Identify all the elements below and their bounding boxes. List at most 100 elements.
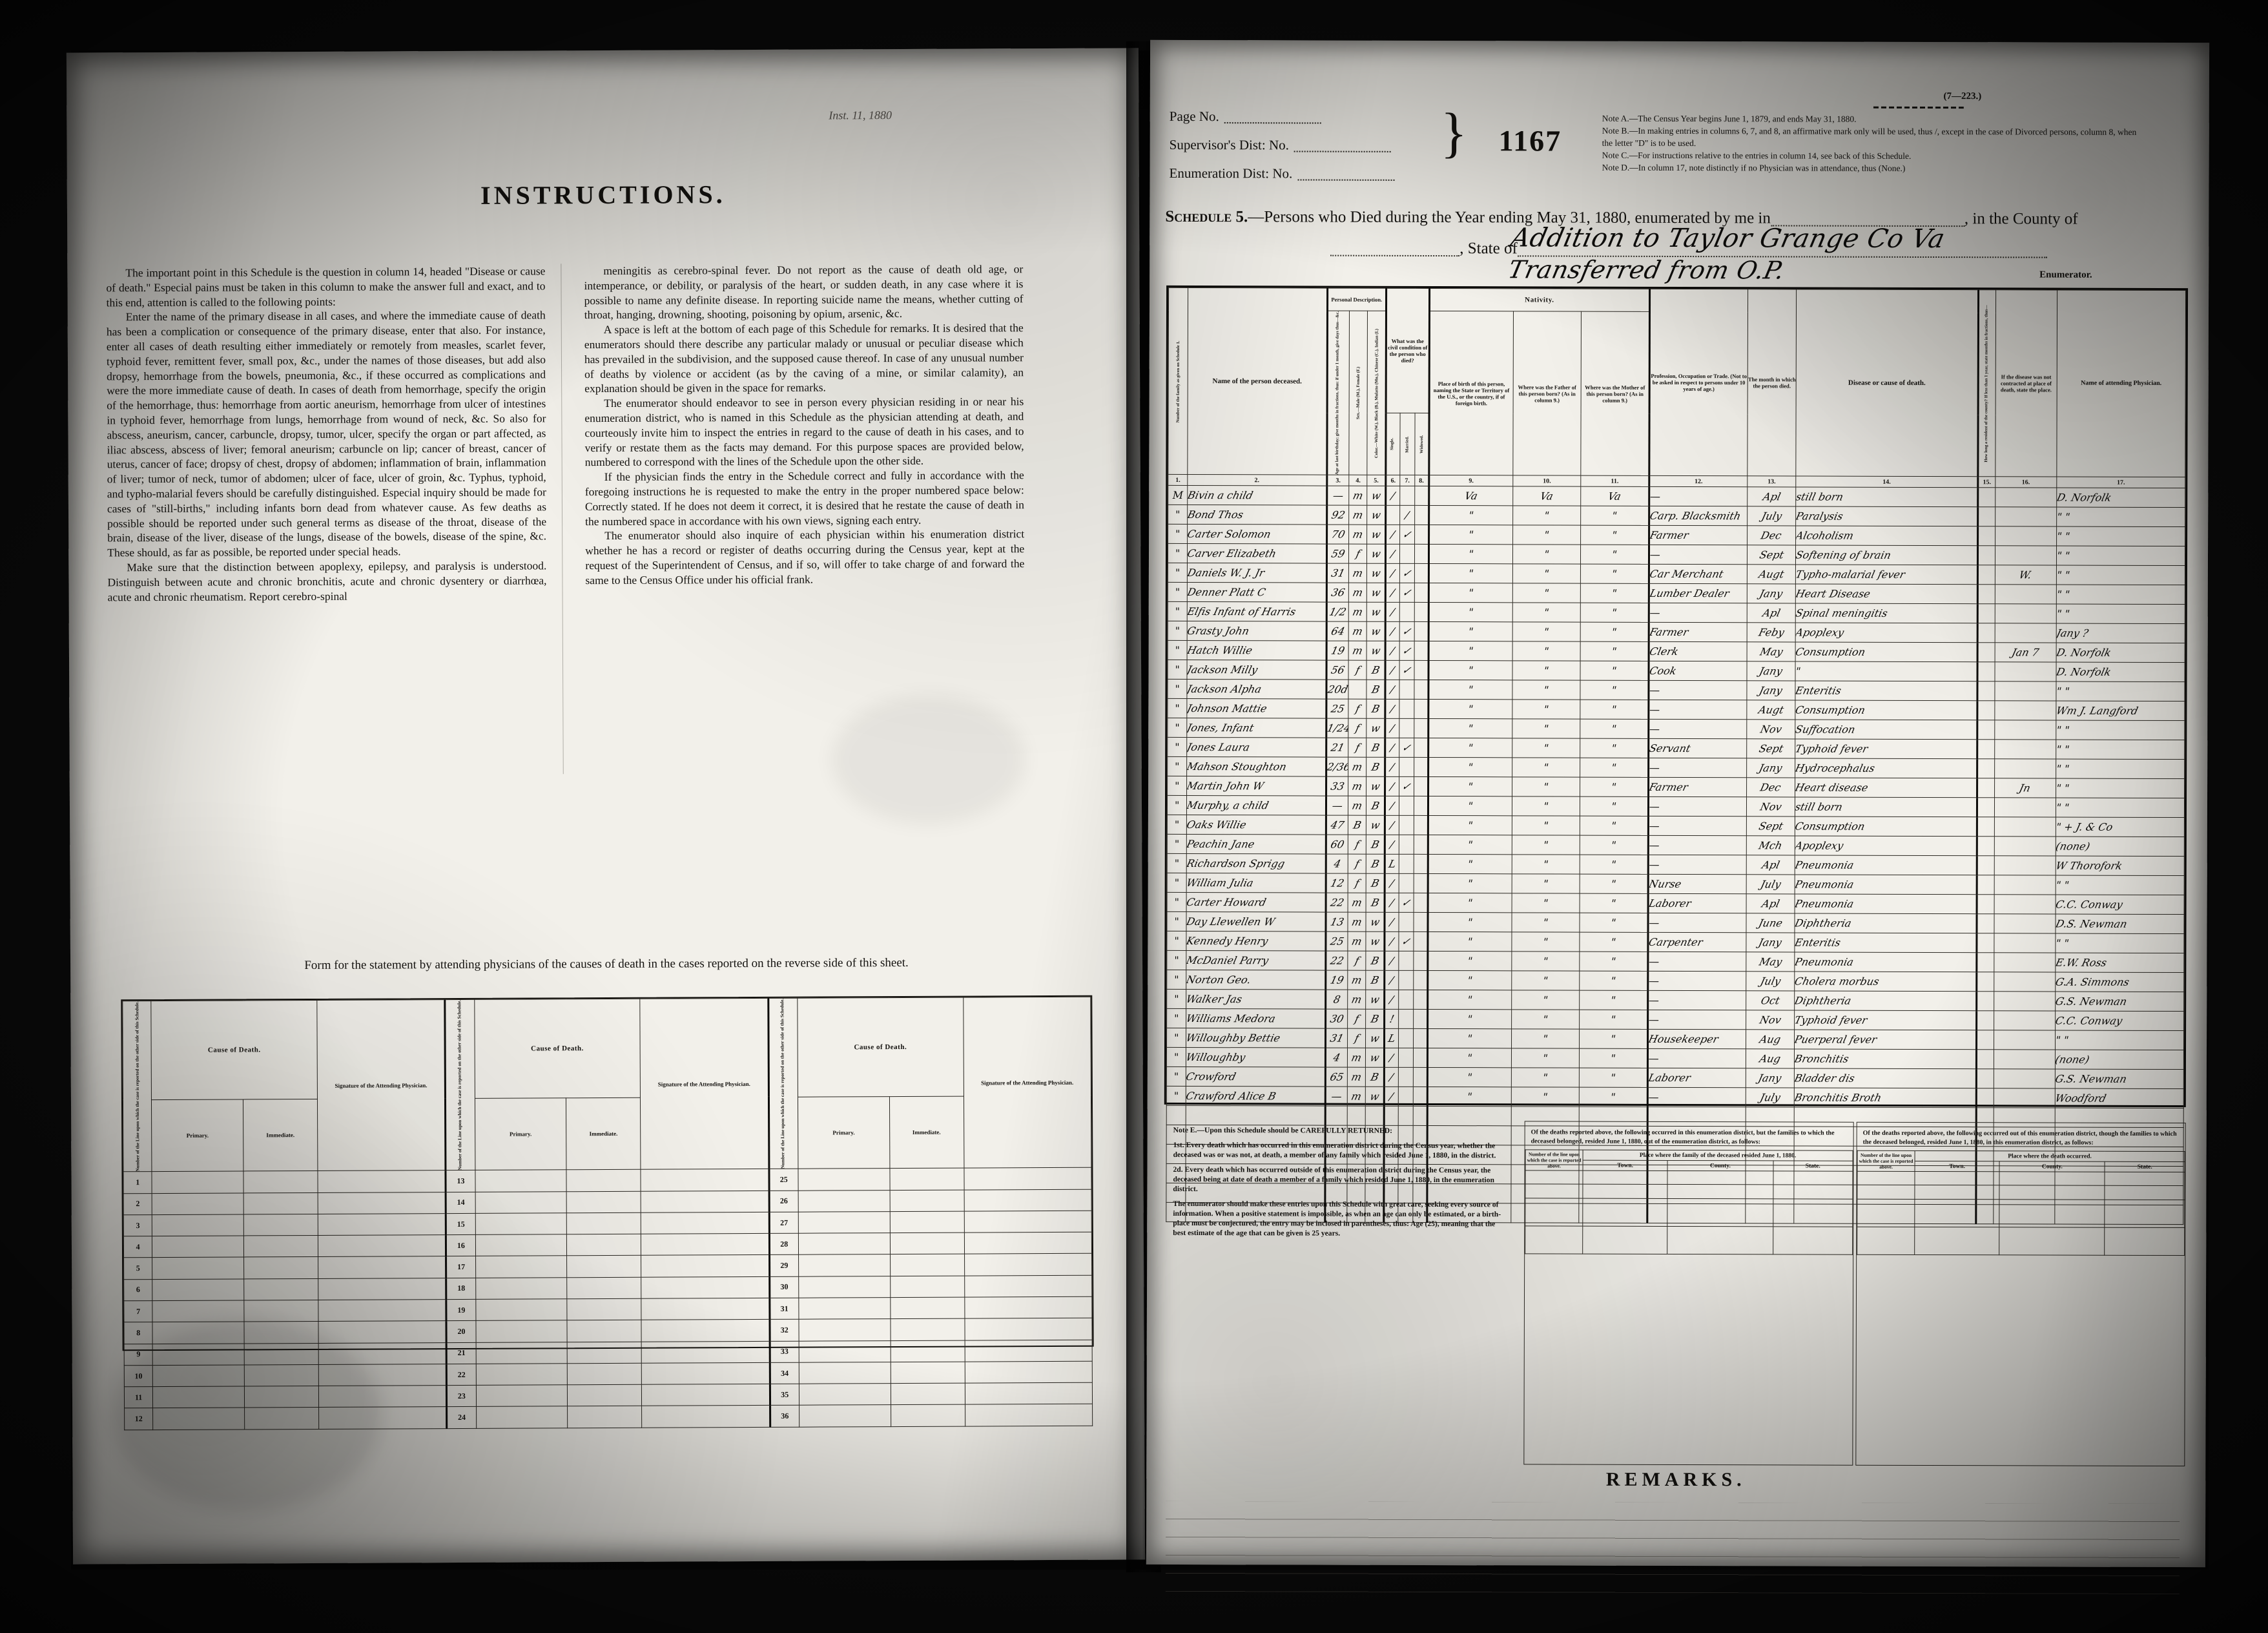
cell-married[interactable] [1398,1087,1413,1107]
physician-form-primary-cell[interactable] [798,1340,891,1363]
physician-form-immediate-cell[interactable] [567,1406,642,1428]
cell-place[interactable] [1994,933,2056,953]
cell-widowed[interactable] [1414,776,1428,796]
cell-age[interactable]: 13 [1325,912,1348,932]
cell-physician[interactable]: " " [2056,585,2185,605]
schedule-row[interactable]: " Williams Medora 30 f B! " " " — Nov Typhoid feve… [1166,1008,2184,1031]
cell-resident[interactable] [1977,740,1995,760]
cell-birth[interactable]: " [1428,621,1512,642]
cell-color[interactable]: w [1366,621,1386,641]
physician-form-primary-cell[interactable] [798,1254,891,1276]
cell-cause[interactable]: Bronchitis [1794,1049,1977,1070]
schedule-row[interactable]: " Day Llewellen W 13 m w / " " " — June Diphtheria D… [1166,911,2185,934]
cell-name[interactable]: Elfis Infant of Harris [1187,601,1326,622]
cell-widowed[interactable] [1413,796,1428,816]
cell-name[interactable]: Grasty John [1187,621,1326,641]
cell-place[interactable] [1994,623,2057,643]
cell-physician[interactable]: C.C. Conway [2055,1011,2184,1031]
cell-single[interactable]: / [1385,757,1399,777]
cell-color[interactable]: w [1366,563,1386,583]
cell-single[interactable]: / [1384,951,1399,971]
cell-month[interactable]: May [1747,642,1796,662]
physician-form-primary-cell[interactable] [475,1320,568,1342]
schedule-row[interactable]: " Jones Laura 21 f B / ✓ " " " Servant Sept Typhoid … [1167,737,2185,760]
summary-1-cell[interactable] [1667,1226,1773,1254]
cell-father[interactable]: " [1511,1029,1580,1049]
cell-name[interactable]: Denner Platt C [1187,582,1326,603]
cell-cause[interactable]: Pneumonia [1794,952,1977,973]
cell-month[interactable]: Sept [1746,739,1795,759]
cell-father[interactable]: " [1511,1068,1580,1088]
summary-2-cell[interactable] [1914,1199,2000,1227]
cell-widowed[interactable] [1413,931,1428,952]
cell-fam[interactable]: " [1167,679,1188,699]
cell-age[interactable]: 36 [1326,583,1349,603]
physician-form-signature-cell[interactable] [641,1212,769,1234]
physician-form-signature-cell[interactable] [641,1169,769,1191]
cell-physician[interactable]: W Thorofork [2056,856,2185,876]
cell-month[interactable]: Jany [1746,758,1795,778]
cell-place[interactable]: Jn [1994,778,2056,798]
cell-mother[interactable]: " [1580,913,1648,933]
cell-color[interactable]: B [1366,854,1385,874]
physician-form-primary-cell[interactable] [798,1297,891,1320]
physician-form-signature-cell[interactable] [964,1211,1092,1233]
cell-birth[interactable]: " [1428,757,1512,778]
cell-physician[interactable]: " " [2055,933,2184,953]
cell-color[interactable]: w [1366,815,1385,835]
cell-resident[interactable] [1977,759,1995,779]
cell-resident[interactable] [1977,585,1995,605]
summary-1-cell[interactable] [1525,1225,1583,1254]
physician-form-immediate-cell[interactable] [567,1363,642,1385]
cell-birth[interactable]: " [1428,873,1512,894]
cell-age[interactable]: 19 [1326,641,1349,661]
physician-form-primary-cell[interactable] [152,1171,244,1194]
cell-widowed[interactable] [1413,1028,1428,1048]
cell-cause[interactable]: Consumption [1795,816,1977,837]
cell-married[interactable]: ✓ [1399,583,1414,603]
cell-single[interactable]: L [1385,854,1399,874]
cell-fam[interactable]: " [1166,1086,1186,1106]
cell-single[interactable]: / [1385,815,1399,835]
cell-name[interactable]: Murphy, a child [1186,795,1326,816]
cell-father[interactable]: " [1512,545,1581,565]
physician-form-primary-cell[interactable] [475,1277,568,1300]
physician-form-primary-cell[interactable] [152,1386,245,1409]
cell-month[interactable]: Augt [1747,565,1796,585]
cell-cause[interactable]: Bronchitis Broth [1794,1088,1977,1108]
cell-fam[interactable]: " [1167,873,1187,893]
cell-color[interactable]: B [1366,951,1385,971]
physician-form-signature-cell[interactable] [964,1274,1092,1298]
cell-physician[interactable]: " " [2056,875,2185,895]
summary-1-cell[interactable] [1525,1170,1583,1199]
physician-form-immediate-cell[interactable] [567,1341,642,1364]
cell-father[interactable]: " [1511,1087,1580,1107]
physician-form-immediate-cell[interactable] [243,1278,318,1300]
cell-color[interactable]: B [1366,660,1385,680]
schedule-row[interactable]: " Willoughby 4 m w / " " " — Aug Bronchitis (none) [1166,1047,2184,1070]
cell-widowed[interactable] [1414,486,1429,506]
schedule-row[interactable]: " Hatch Willie 19 m w / ✓ " " " Clerk May Consumptio… [1168,640,2185,663]
cell-married[interactable] [1399,854,1414,874]
cell-married[interactable] [1399,835,1414,855]
cell-cause[interactable]: Paralysis [1795,506,1978,527]
cell-color[interactable]: w [1367,525,1386,545]
cell-name[interactable]: Peachin Jane [1186,834,1326,855]
cell-month[interactable]: Jany [1746,1068,1795,1088]
cell-birth[interactable]: " [1428,641,1512,661]
cell-widowed[interactable] [1413,815,1428,835]
cell-married[interactable] [1399,544,1415,564]
cell-physician[interactable]: " + J. & Co [2056,817,2185,837]
cell-place[interactable] [1994,1011,2056,1031]
cell-single[interactable]: / [1385,796,1399,816]
cell-resident[interactable] [1977,681,1995,702]
cell-father[interactable]: " [1512,603,1581,623]
cell-color[interactable]: B [1366,680,1385,700]
cell-cause[interactable]: Diphtheria [1795,913,1977,934]
cell-physician[interactable]: E.W. Ross [2055,953,2184,973]
physician-form-primary-cell[interactable] [798,1190,890,1212]
schedule-row[interactable]: " Peachin Jane 60 f B / " " " — Mch Apoplexy (none) [1167,834,2185,857]
cell-married[interactable] [1398,1009,1414,1029]
cell-physician[interactable]: G.S. Newman [2055,1069,2184,1089]
cell-age[interactable]: 20d [1326,680,1349,700]
